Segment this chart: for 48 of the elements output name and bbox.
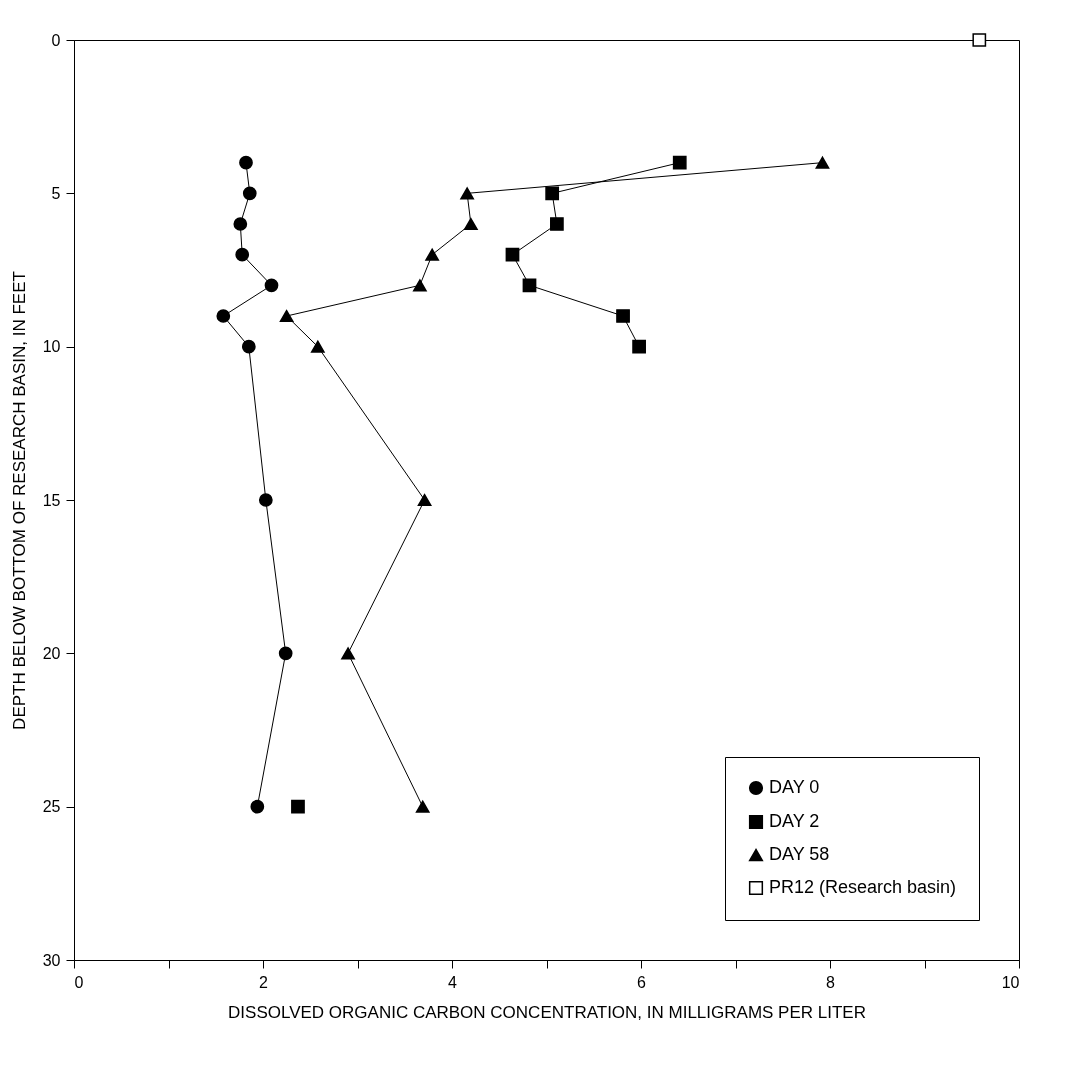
- point: [464, 217, 478, 231]
- x-tick-label: 6: [637, 973, 647, 991]
- point: [632, 339, 646, 354]
- point: [341, 647, 355, 660]
- point: [233, 217, 248, 231]
- point: [239, 155, 253, 170]
- point: [413, 279, 427, 292]
- legend-label: DAY 58: [769, 844, 830, 864]
- x-tick-label: 2: [259, 973, 269, 991]
- point: [242, 186, 257, 201]
- point: [815, 156, 830, 169]
- point: [264, 278, 279, 293]
- point: [278, 646, 293, 661]
- x-tick-label: 4: [448, 973, 458, 991]
- y-tick-label: 10: [42, 338, 61, 356]
- x-axis-title: DISSOLVED ORGANIC CARBON CONCENTRATION, IN MILLIGRAMS PER LITER: [228, 1002, 866, 1022]
- point: [417, 493, 432, 507]
- point: [258, 493, 273, 507]
- legend-label: DAY 2: [769, 811, 820, 831]
- x-tick-label: 8: [826, 973, 836, 991]
- legend-label: DAY 0: [769, 777, 820, 797]
- y-tick-label: 30: [42, 951, 61, 969]
- point: [972, 33, 987, 47]
- point: [545, 186, 560, 201]
- point: [241, 339, 256, 354]
- y-axis-title: DEPTH BELOW BOTTOM OF RESEARCH BASIN, IN FEET: [9, 271, 29, 730]
- y-tick-label: 15: [42, 491, 61, 509]
- point: [672, 155, 687, 170]
- point: [522, 278, 537, 293]
- y-tick-label: 20: [42, 644, 61, 662]
- x-tick-label: 10: [1001, 973, 1020, 991]
- point: [505, 247, 520, 262]
- legend-label: PR12 (Research basin): [769, 877, 957, 897]
- point: [415, 800, 430, 813]
- point: [460, 187, 474, 200]
- y-tick-label: 5: [51, 184, 61, 202]
- point: [235, 247, 250, 262]
- point: [216, 309, 231, 323]
- point: [291, 799, 305, 814]
- point: [425, 248, 440, 261]
- point: [250, 799, 265, 814]
- y-tick-label: 0: [51, 31, 61, 49]
- y-tick-label: 25: [42, 798, 61, 816]
- x-tick-label: 0: [74, 973, 84, 991]
- point: [279, 309, 294, 323]
- point: [550, 217, 564, 231]
- point: [616, 309, 630, 323]
- point: [310, 340, 325, 353]
